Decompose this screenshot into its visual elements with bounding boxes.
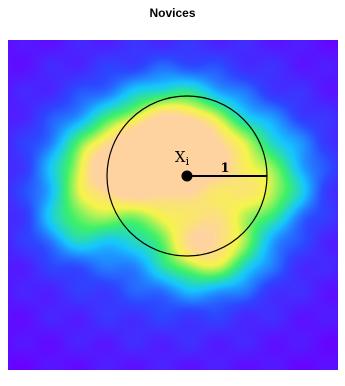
- center-point: [181, 170, 193, 182]
- density-heatmap: [8, 40, 338, 370]
- chart-title: Novices: [149, 6, 196, 20]
- radius-label: 1: [220, 161, 229, 176]
- center-point-label: Xi: [175, 148, 190, 168]
